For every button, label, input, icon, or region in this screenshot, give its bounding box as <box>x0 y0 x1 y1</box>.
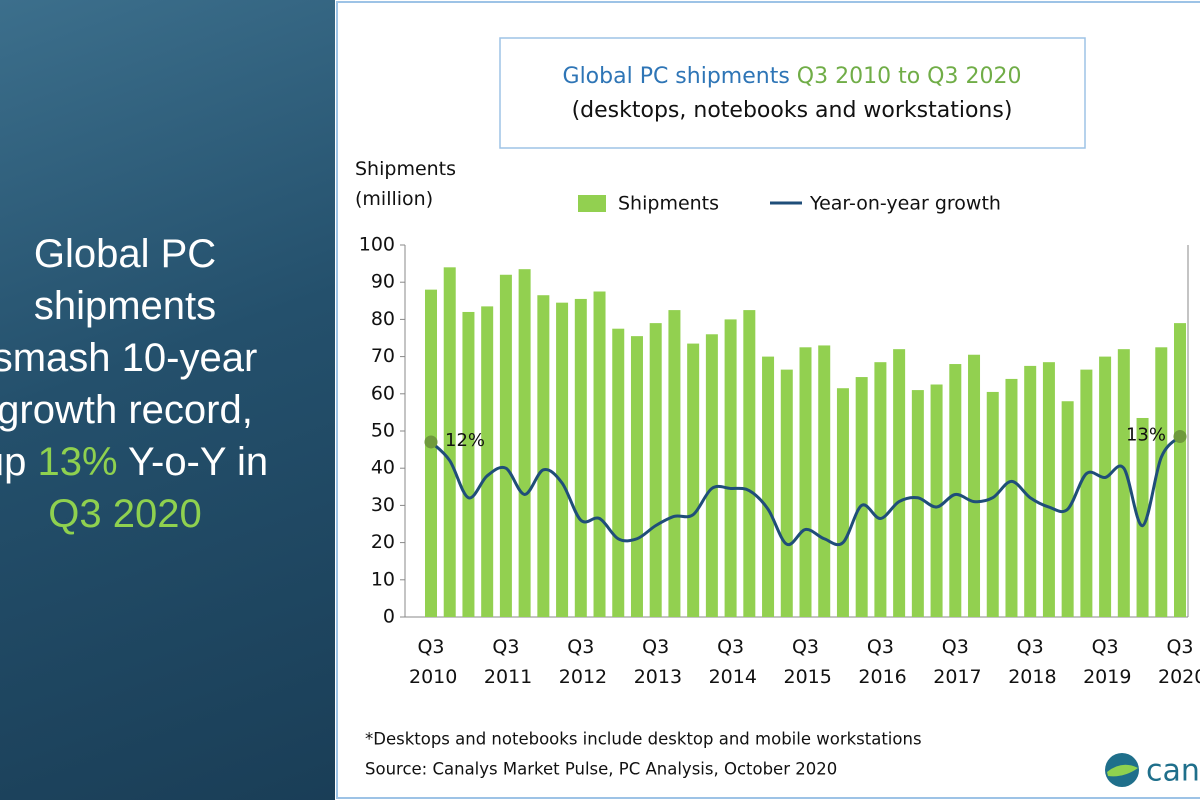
headline-line: growth record, <box>0 388 253 432</box>
title-part: Global PC shipments <box>563 64 790 89</box>
x-tick-label: Q3 2017 <box>933 636 982 688</box>
bar <box>1042 362 1055 617</box>
bar <box>799 347 812 617</box>
y-tick-label: 90 <box>371 271 395 293</box>
bar <box>705 334 718 617</box>
bar <box>1024 365 1037 617</box>
x-tick-label: Q3 2010 <box>409 636 458 688</box>
bar <box>499 274 512 617</box>
bar <box>930 384 943 617</box>
headline-line: Q3 2020 <box>48 492 202 536</box>
bar <box>630 336 643 617</box>
y-tick-label: 0 <box>383 606 395 628</box>
y-tick-label: 30 <box>371 494 395 516</box>
bar <box>743 310 756 617</box>
footnote: *Desktops and notebooks include desktop … <box>365 730 922 749</box>
bar <box>668 310 681 617</box>
bar <box>724 319 737 617</box>
bar <box>649 323 662 617</box>
y-tick-label: 40 <box>371 457 395 479</box>
x-tick-label: Q3 2020 <box>1158 636 1200 688</box>
title-highlight: Q3 2010 to Q3 2020 <box>797 64 1022 89</box>
bar <box>1155 347 1168 617</box>
legend-label: Shipments <box>618 193 719 215</box>
bar <box>425 289 437 617</box>
y-tick-label: 50 <box>371 420 395 442</box>
headline: Global PC shipments smash 10-year growth… <box>0 228 335 540</box>
bar <box>1099 356 1112 617</box>
bar <box>780 369 793 617</box>
y-tick-label: 70 <box>371 345 395 367</box>
x-tick-label: Q3 2016 <box>858 636 907 688</box>
x-tick-label: Q3 2015 <box>783 636 832 688</box>
bar <box>687 343 700 617</box>
x-tick-label: Q3 2019 <box>1083 636 1132 688</box>
headline-line: shipments <box>33 284 217 328</box>
bar <box>462 311 475 617</box>
title-box <box>499 37 1086 149</box>
bar <box>911 390 924 617</box>
bar <box>1136 417 1149 617</box>
hero-panel: Global PC shipments smash 10-year growth… <box>0 0 335 800</box>
growth-line <box>429 435 1182 547</box>
chart-frame <box>336 1 1200 799</box>
bar <box>1005 378 1018 617</box>
bar <box>818 345 831 617</box>
headline-word: Y-o-Y in <box>127 440 269 484</box>
bar <box>443 267 456 617</box>
headline-highlight: 13% <box>37 440 118 484</box>
bar <box>855 377 868 617</box>
legend-label: Year-on-year growth <box>809 193 1001 215</box>
data-label: 13% <box>1126 424 1166 445</box>
point-marker <box>1173 429 1187 443</box>
x-tick-label: Q3 2011 <box>483 636 533 688</box>
y-tick-label: 60 <box>371 382 395 404</box>
bar <box>949 364 962 617</box>
x-tick-label: Q3 2014 <box>708 636 757 688</box>
bar <box>556 302 569 617</box>
data-label: 12% <box>445 430 485 451</box>
brand-name: canalys <box>1146 754 1200 789</box>
brand-logo-swoosh <box>1107 764 1138 777</box>
bar <box>1174 323 1186 617</box>
bar <box>518 269 531 617</box>
headline-line: Global PC <box>33 232 217 276</box>
x-tick-label: Q3 2013 <box>633 636 683 688</box>
bar <box>593 291 606 617</box>
headline-line: up 13% Y-o-Y in <box>0 436 335 488</box>
y-axis-title: Shipments (million) <box>355 158 457 210</box>
bar <box>574 298 587 617</box>
y-tick-label: 100 <box>359 234 395 256</box>
bar <box>537 295 550 617</box>
x-tick-label: Q3 2018 <box>1008 636 1057 688</box>
point-marker <box>424 435 438 449</box>
bar <box>612 328 625 617</box>
y-tick-label: 10 <box>371 568 395 590</box>
bar <box>481 306 494 617</box>
bar <box>893 349 906 617</box>
bar <box>762 356 775 617</box>
bar <box>986 391 999 617</box>
y-tick-label: 20 <box>371 531 395 553</box>
headline-line: smash 10-year <box>0 336 258 380</box>
chart-title: Global PC shipments Q3 2010 to Q3 2020 <box>563 64 1022 89</box>
chart-subtitle: (desktops, notebooks and workstations) <box>572 98 1013 123</box>
legend-swatch <box>578 195 606 212</box>
footnote: Source: Canalys Market Pulse, PC Analysi… <box>365 760 837 779</box>
bar <box>1080 369 1093 617</box>
bar <box>968 354 981 617</box>
bar <box>1117 349 1130 617</box>
bar <box>874 362 887 617</box>
x-tick-label: Q3 2012 <box>558 636 608 688</box>
y-tick-label: 80 <box>371 308 395 330</box>
headline-word: up <box>0 440 27 484</box>
bar <box>836 388 849 617</box>
